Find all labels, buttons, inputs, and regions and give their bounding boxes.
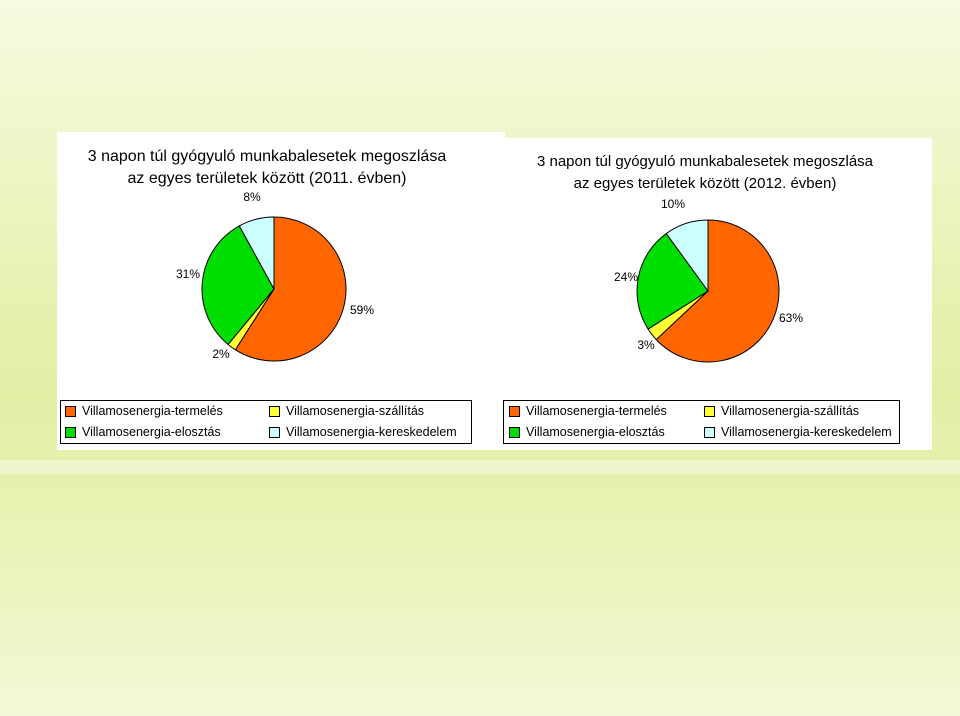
chart-title-2012-line1: 3 napon túl gyógyuló munkabalesetek mego… bbox=[536, 153, 874, 170]
legend-swatch-szallitas-2012 bbox=[704, 405, 715, 417]
legend-label-termeles: Villamosenergia-termelés bbox=[82, 404, 223, 418]
legend-item-elosztas: Villamosenergia-elosztás bbox=[65, 425, 221, 439]
pie-slice-elosztas-2012 bbox=[636, 232, 709, 330]
pie-label-termeles-2011: 59% bbox=[350, 303, 374, 317]
chart-title-2011: 3 napon túl gyógyuló munkabalesetek mego… bbox=[57, 146, 477, 190]
chart-title-2012: 3 napon túl gyógyuló munkabalesetek mego… bbox=[505, 151, 905, 195]
legend-item-szallitas: Villamosenergia-szállítás bbox=[269, 404, 424, 418]
pie-label-szallitas-2011: 2% bbox=[212, 347, 230, 361]
legend-label-szallitas-2012: Villamosenergia-szállítás bbox=[721, 404, 860, 418]
legend-label-elosztas: Villamosenergia-elosztás bbox=[82, 425, 221, 439]
pie-slice-kereskedelem-2011 bbox=[238, 216, 275, 290]
pie-slice-termeles-2012 bbox=[655, 219, 780, 363]
legend-label-termeles-2012: Villamosenergia-termelés bbox=[526, 404, 667, 418]
legend-label-kereskedelem-2012: Villamosenergia-kereskedelem bbox=[721, 425, 892, 439]
legend-label-kereskedelem: Villamosenergia-kereskedelem bbox=[286, 425, 457, 439]
legend-2012: Villamosenergia-termelés Villamosenergia… bbox=[503, 400, 900, 444]
legend-item-kereskedelem-2012: Villamosenergia-kereskedelem bbox=[704, 425, 892, 439]
legend-swatch-kereskedelem bbox=[269, 426, 280, 438]
legend-label-elosztas-2012: Villamosenergia-elosztás bbox=[526, 425, 665, 439]
pie-slice-kereskedelem-2012 bbox=[665, 219, 709, 293]
pie-label-elosztas-2011: 31% bbox=[176, 267, 200, 281]
legend-item-szallitas-2012: Villamosenergia-szállítás bbox=[704, 404, 859, 418]
legend-swatch-elosztas-2012 bbox=[509, 426, 520, 438]
legend-item-termeles-2012: Villamosenergia-termelés bbox=[509, 404, 667, 418]
legend-swatch-elosztas bbox=[65, 426, 76, 438]
legend-swatch-kereskedelem-2012 bbox=[704, 426, 715, 438]
chart-title-2012-line2: az egyes területek között (2012. évben) bbox=[573, 175, 837, 192]
background-stripe bbox=[0, 460, 960, 474]
pie-label-kereskedelem-2011: 8% bbox=[243, 190, 261, 204]
pie-slice-elosztas-2011 bbox=[201, 225, 275, 346]
legend-item-elosztas-2012: Villamosenergia-elosztás bbox=[509, 425, 665, 439]
legend-item-kereskedelem: Villamosenergia-kereskedelem bbox=[269, 425, 457, 439]
pie-label-termeles-2012: 63% bbox=[779, 311, 803, 325]
pie-slice-termeles-2011 bbox=[234, 216, 347, 362]
pie-label-szallitas-2012: 3% bbox=[637, 338, 655, 352]
legend-swatch-szallitas bbox=[269, 405, 280, 417]
legend-label-szallitas: Villamosenergia-szállítás bbox=[286, 404, 425, 418]
legend-2011: Villamosenergia-termelés Villamosenergia… bbox=[60, 400, 472, 444]
legend-swatch-termeles bbox=[65, 405, 76, 417]
chart-title-2011-line1: 3 napon túl gyógyuló munkabalesetek mego… bbox=[87, 148, 447, 165]
legend-swatch-termeles-2012 bbox=[509, 405, 520, 417]
chart-title-2011-line2: az egyes területek között (2011. évben) bbox=[127, 170, 407, 187]
legend-item-termeles: Villamosenergia-termelés bbox=[65, 404, 223, 418]
pie-label-kereskedelem-2012: 10% bbox=[661, 197, 685, 211]
pie-label-elosztas-2012: 24% bbox=[614, 270, 638, 284]
